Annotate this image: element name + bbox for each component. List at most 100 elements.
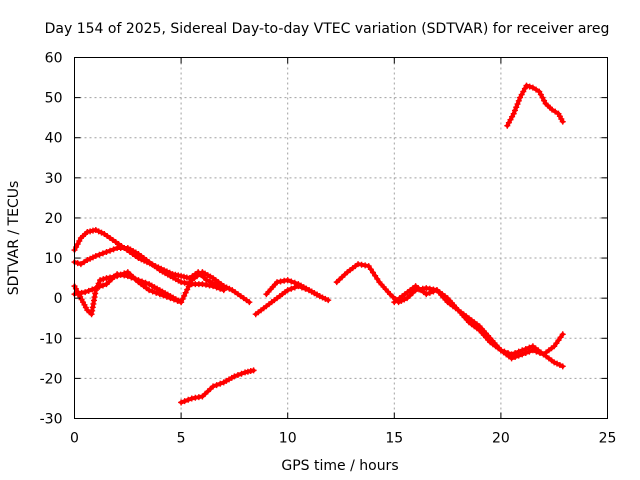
data-point: [96, 251, 103, 258]
data-point: [522, 345, 529, 352]
data-point: [288, 285, 295, 292]
data-point: [96, 283, 103, 290]
series-track-h: [333, 261, 566, 370]
data-point: [537, 91, 544, 98]
data-point: [185, 283, 192, 290]
x-tick-label: 0: [70, 431, 79, 447]
data-point: [426, 289, 433, 296]
data-point: [97, 277, 104, 284]
data-point: [512, 349, 519, 356]
data-point: [325, 297, 332, 304]
plot-frame: [74, 57, 608, 419]
data-point: [316, 293, 323, 300]
data-point: [74, 241, 81, 248]
data-point: [135, 277, 142, 284]
data-point: [510, 110, 517, 117]
data-point: [536, 88, 543, 95]
data-point: [505, 349, 512, 356]
data-point: [541, 97, 548, 104]
data-point: [100, 276, 107, 283]
data-point: [555, 337, 562, 344]
data-point: [367, 266, 374, 273]
y-axis-label: SDTVAR / TECUs: [6, 181, 22, 296]
data-point: [507, 116, 514, 123]
data-point: [131, 275, 138, 282]
data-point: [181, 292, 188, 299]
series-track-f: [263, 277, 323, 300]
data-point: [139, 278, 146, 285]
data-point: [520, 88, 527, 95]
data-point: [515, 348, 522, 355]
x-tick-label: 5: [177, 431, 186, 447]
data-point: [77, 261, 84, 268]
data-point: [552, 108, 559, 115]
gridlines: [74, 57, 608, 419]
x-tick-label: 20: [492, 431, 510, 447]
data-point: [288, 278, 295, 285]
data-point: [551, 343, 558, 350]
data-point: [178, 399, 185, 406]
data-points: [71, 82, 566, 406]
data-point: [518, 91, 525, 98]
data-point: [82, 289, 89, 296]
data-point: [89, 286, 96, 293]
y-tick-label: -10: [40, 331, 63, 347]
data-point: [99, 250, 106, 257]
data-point: [246, 299, 253, 306]
series-track-b: [71, 245, 227, 294]
x-tick-label: 15: [385, 431, 403, 447]
chart-title: Day 154 of 2025, Sidereal Day-to-day VTE…: [45, 21, 610, 37]
data-point: [511, 107, 518, 114]
data-point: [557, 334, 564, 341]
data-point: [210, 283, 217, 290]
data-point: [181, 398, 188, 405]
data-point: [238, 370, 245, 377]
data-point: [559, 363, 566, 370]
data-point: [505, 119, 512, 126]
data-point: [234, 372, 241, 379]
data-point: [533, 86, 540, 93]
data-point: [217, 285, 224, 292]
series-track-d: [71, 271, 185, 306]
data-point: [497, 347, 504, 354]
axis-ticks: 0 5 10 15 20 25 -30 -20 -10 0 10 20 30 40 50 60: [40, 51, 617, 447]
data-point: [549, 106, 556, 113]
y-tick-label: 10: [45, 251, 63, 267]
data-point: [76, 238, 83, 245]
data-point: [85, 287, 92, 294]
y-tick-label: 0: [54, 291, 63, 307]
y-tick-label: 40: [45, 131, 63, 147]
data-point: [149, 288, 156, 295]
data-point: [231, 373, 238, 380]
data-point: [107, 247, 114, 254]
data-point: [372, 272, 379, 279]
data-point: [142, 279, 149, 286]
data-point: [291, 279, 298, 286]
series-track-c: [71, 269, 227, 318]
data-point: [184, 286, 191, 293]
data-point: [284, 277, 291, 284]
data-point: [423, 291, 430, 298]
data-point: [523, 82, 530, 89]
y-tick-label: 60: [45, 51, 63, 67]
x-axis-label: GPS time / hours: [281, 458, 398, 474]
data-point: [559, 331, 566, 338]
data-point: [213, 382, 220, 389]
data-point: [99, 282, 106, 289]
data-point: [128, 274, 135, 281]
data-point: [509, 113, 516, 120]
data-point: [187, 280, 194, 287]
data-point: [153, 289, 160, 296]
y-tick-label: -30: [40, 412, 63, 428]
data-point: [508, 351, 515, 358]
data-point: [213, 284, 220, 291]
data-point: [559, 118, 566, 125]
data-point: [369, 269, 376, 276]
data-point: [217, 380, 224, 387]
y-tick-label: 30: [45, 171, 63, 187]
data-point: [185, 396, 192, 403]
x-tick-label: 25: [599, 431, 617, 447]
series-track-g: [178, 367, 257, 406]
data-point: [539, 94, 546, 101]
